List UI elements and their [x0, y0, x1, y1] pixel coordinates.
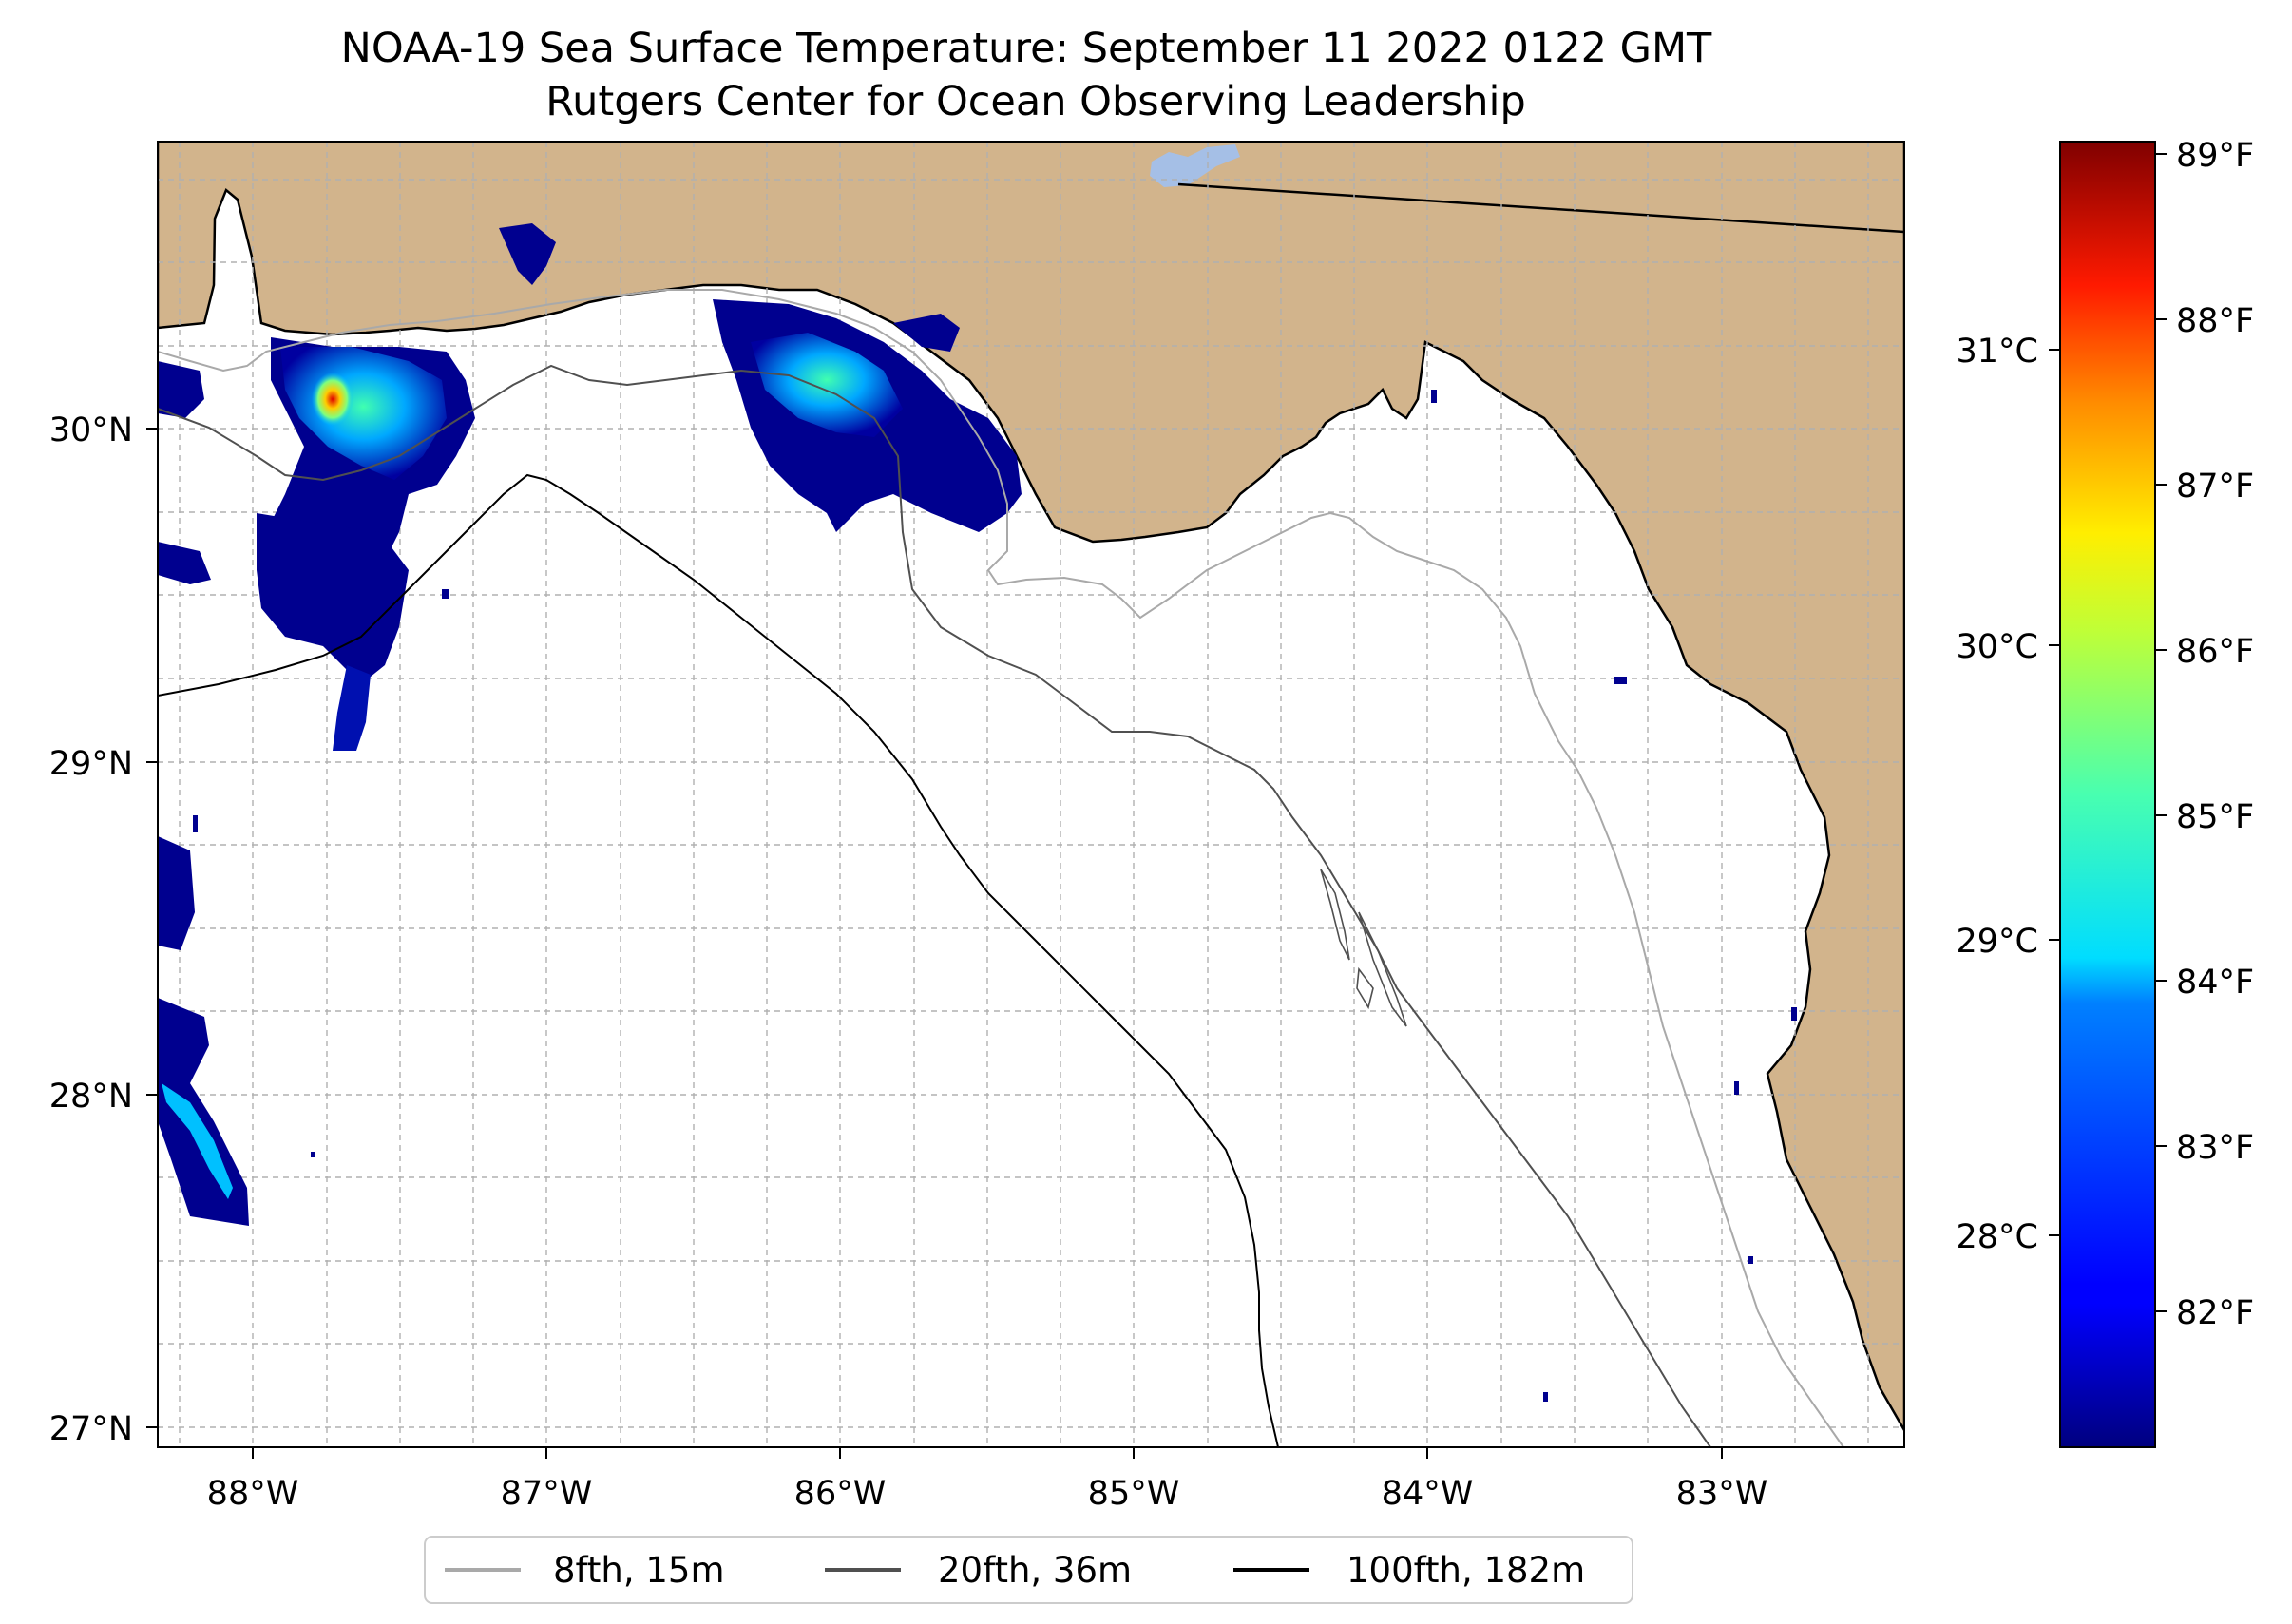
- map-frame: [157, 141, 1905, 1448]
- colorbar-fahrenheit-label: 82°F: [2176, 1294, 2254, 1332]
- colorbar-celsius-label: 30°C: [1957, 628, 2038, 666]
- state-boundary: [1177, 182, 1904, 234]
- gridlines: [158, 142, 1904, 1447]
- lon-tick-label: 88°W: [207, 1475, 299, 1513]
- lon-tick-label: 86°W: [794, 1475, 887, 1513]
- legend-label-8fth: 8fth, 15m: [553, 1550, 725, 1591]
- map-panel: [158, 142, 1904, 1447]
- colorbar-fahrenheit-label: 88°F: [2176, 302, 2254, 340]
- colorbar-celsius-label: 28°C: [1957, 1218, 2038, 1256]
- lon-tick-label: 85°W: [1088, 1475, 1180, 1513]
- lat-tick-label: 27°N: [49, 1410, 133, 1448]
- contour-20fth: [158, 364, 1711, 1447]
- lat-tick-label: 30°N: [49, 411, 133, 449]
- sst-data-layer: [158, 223, 1797, 1402]
- colorbar-ticks: [2049, 153, 2167, 1312]
- map-subtitle: Rutgers Center for Ocean Observing Leade…: [545, 78, 1526, 125]
- colorbar-fahrenheit-label: 89°F: [2176, 137, 2254, 175]
- contour-100fth: [158, 473, 1279, 1447]
- colorbar-fahrenheit-label: 84°F: [2176, 964, 2254, 1002]
- colorbar: [2059, 141, 2156, 1448]
- map-axis-ticks: [146, 428, 1723, 1459]
- legend-label-20fth: 20fth, 36m: [938, 1550, 1132, 1591]
- lon-tick-label: 87°W: [501, 1475, 593, 1513]
- lon-tick-label: 84°W: [1382, 1475, 1474, 1513]
- lon-tick-label: 83°W: [1676, 1475, 1768, 1513]
- colorbar-fahrenheit-label: 85°F: [2176, 798, 2254, 836]
- contour-20fth-islands: [1320, 869, 1407, 1027]
- colorbar-fahrenheit-label: 87°F: [2176, 468, 2254, 506]
- colorbar-celsius-label: 29°C: [1957, 923, 2038, 961]
- lat-tick-label: 28°N: [49, 1078, 133, 1116]
- legend: 8fth, 15m 20fth, 36m 100fth, 182m: [424, 1536, 1633, 1604]
- colorbar-fahrenheit-label: 83°F: [2176, 1129, 2254, 1167]
- map-title: NOAA-19 Sea Surface Temperature: Septemb…: [341, 25, 1712, 72]
- colorbar-fahrenheit-label: 86°F: [2176, 633, 2254, 671]
- colorbar-celsius-label: 31°C: [1957, 333, 2038, 371]
- land-region: [158, 142, 1904, 1433]
- lat-tick-label: 29°N: [49, 745, 133, 783]
- lake-shape: [1150, 144, 1240, 187]
- legend-label-100fth: 100fth, 182m: [1347, 1550, 1585, 1591]
- contour-8fth: [158, 289, 1844, 1447]
